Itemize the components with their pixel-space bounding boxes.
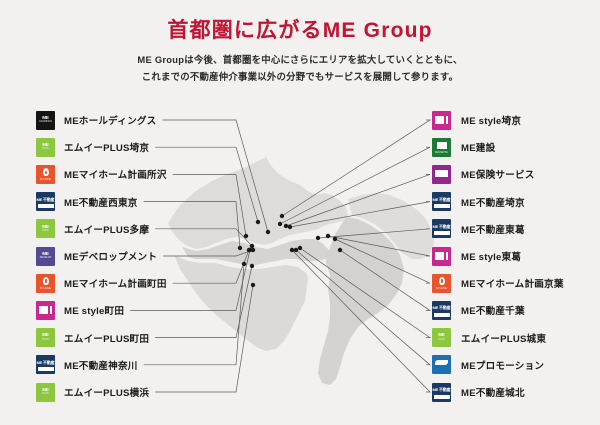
logo-me-kensetsu-icon: KENSETSU bbox=[432, 137, 451, 157]
legend-item-label: エムイーPLUS埼京 bbox=[64, 143, 150, 155]
legend-item[interactable]: MYHOME MEマイホーム計画京葉 bbox=[432, 273, 564, 293]
legend-item-label: MEホールディングス bbox=[64, 116, 157, 127]
legend-item[interactable]: MYHOME MEマイホーム計画町田 bbox=[36, 273, 167, 293]
legend-item[interactable]: ME 不動産 ME不動産城北 bbox=[432, 382, 525, 402]
legend-item-label: エムイーPLUS多摩 bbox=[64, 224, 150, 236]
logo-me-estate-johoku-icon: ME 不動産 bbox=[432, 382, 451, 402]
logo-me-promotion-icon bbox=[432, 355, 451, 375]
legend-item[interactable]: ME style町田 bbox=[36, 300, 124, 320]
map-shape-saitama bbox=[168, 157, 348, 249]
legend-item[interactable]: KENSETSU ME建設 bbox=[432, 137, 495, 157]
logo-me-plus-saikyo-icon: ME PLUS bbox=[36, 137, 55, 157]
legend-item-label: エムイーPLUS町田 bbox=[64, 333, 150, 345]
legend-item-label: ME不動産東葛 bbox=[461, 224, 525, 236]
legend-item-label: ME不動産千葉 bbox=[461, 306, 525, 318]
legend-item-label: ME不動産西東京 bbox=[64, 197, 138, 209]
logo-me-plus-tama-icon: ME PLUS bbox=[36, 219, 55, 239]
legend-item[interactable]: ME PLUS エムイーPLUS多摩 bbox=[36, 219, 149, 239]
legend-item-label: ME style埼京 bbox=[461, 116, 522, 127]
legend-item[interactable]: ME PLUS エムイーPLUS城東 bbox=[432, 328, 546, 348]
logo-me-estate-tokatsu-icon: ME 不動産 bbox=[432, 219, 451, 239]
legend-item[interactable]: ME DEVELOP MEデベロップメント bbox=[36, 246, 157, 266]
legend-item[interactable]: ME 不動産 ME不動産埼京 bbox=[432, 192, 525, 212]
legend-item-label: ME不動産埼京 bbox=[461, 197, 525, 209]
legend-item[interactable]: ME HOLDINGS MEホールディングス bbox=[36, 110, 156, 130]
legend-item[interactable]: MEプロモーション bbox=[432, 355, 544, 375]
legend-item-label: MEマイホーム計画町田 bbox=[64, 279, 167, 291]
logo-my-home-machida-icon: MYHOME bbox=[36, 273, 55, 293]
logo-me-hoken-icon bbox=[432, 164, 451, 184]
map-shape-bay bbox=[304, 261, 330, 323]
logo-me-holdings-icon: ME HOLDINGS bbox=[36, 110, 55, 130]
logo-me-style-saikyo-icon bbox=[432, 110, 451, 130]
logo-my-home-tokorozawa-icon: MYHOME bbox=[36, 164, 55, 184]
legend-item-label: エムイーPLUS城東 bbox=[461, 333, 547, 345]
logo-my-home-keiyo-icon: MYHOME bbox=[432, 273, 451, 293]
legend-item[interactable]: ME style東葛 bbox=[432, 246, 521, 266]
legend-item-label: エムイーPLUS横浜 bbox=[64, 388, 150, 399]
logo-me-plus-machida-icon: ME PLUS bbox=[36, 328, 55, 348]
legend-item-label: MEマイホーム計画所沢 bbox=[64, 170, 167, 182]
legend-item[interactable]: ME 不動産 ME不動産神奈川 bbox=[36, 355, 138, 375]
logo-me-estate-nishitokyo-icon: ME 不動産 bbox=[36, 192, 55, 212]
logo-me-style-tokatsu-icon bbox=[432, 246, 451, 266]
map-shape-kanagawa bbox=[174, 255, 310, 351]
legend-item[interactable]: MYHOME MEマイホーム計画所沢 bbox=[36, 164, 167, 184]
legend-item-label: ME建設 bbox=[461, 143, 496, 155]
logo-me-estate-saikyo-icon: ME 不動産 bbox=[432, 192, 451, 212]
legend-item-label: MEデベロップメント bbox=[64, 252, 158, 263]
subtitle-line-1: ME Groupは今後、首都圏を中心にさらにエリアを拡大していくとともに、 bbox=[137, 54, 463, 65]
kanto-region-map bbox=[168, 157, 434, 385]
legend-item-label: ME保険サービス bbox=[461, 170, 535, 182]
logo-me-development-icon: ME DEVELOP bbox=[36, 246, 55, 266]
logo-me-plus-yokohama-icon: ME PLUS bbox=[36, 382, 55, 402]
logo-me-estate-chiba-icon: ME 不動産 bbox=[432, 300, 451, 320]
logo-me-plus-joto-icon: ME PLUS bbox=[432, 328, 451, 348]
legend-item[interactable]: ME保険サービス bbox=[432, 164, 535, 184]
legend-item[interactable]: ME 不動産 ME不動産西東京 bbox=[36, 192, 138, 212]
legend-item-label: MEプロモーション bbox=[461, 360, 545, 372]
map-shape-chiba bbox=[318, 217, 404, 385]
legend-item-label: ME style町田 bbox=[64, 306, 125, 318]
subtitle-line-2: これまでの不動産仲介事業以外の分野でもサービスを展開して参ります。 bbox=[141, 71, 459, 82]
legend-item-label: ME style東葛 bbox=[461, 252, 522, 263]
logo-me-estate-kanagawa-icon: ME 不動産 bbox=[36, 355, 55, 375]
legend-item-label: MEマイホーム計画京葉 bbox=[461, 279, 564, 291]
legend-item[interactable]: ME PLUS エムイーPLUS町田 bbox=[36, 328, 149, 348]
legend-item-label: ME不動産城北 bbox=[461, 388, 525, 399]
legend-item[interactable]: ME PLUS エムイーPLUS横浜 bbox=[36, 382, 149, 402]
legend-item[interactable]: ME style埼京 bbox=[432, 110, 521, 130]
legend-item-label: ME不動産神奈川 bbox=[64, 360, 138, 372]
legend-item[interactable]: ME 不動産 ME不動産東葛 bbox=[432, 219, 525, 239]
legend-item[interactable]: ME 不動産 ME不動産千葉 bbox=[432, 300, 525, 320]
legend-item[interactable]: ME PLUS エムイーPLUS埼京 bbox=[36, 137, 149, 157]
page-title: 首都圏に広がるME Group bbox=[167, 19, 433, 42]
logo-me-style-machida-icon bbox=[36, 300, 55, 320]
